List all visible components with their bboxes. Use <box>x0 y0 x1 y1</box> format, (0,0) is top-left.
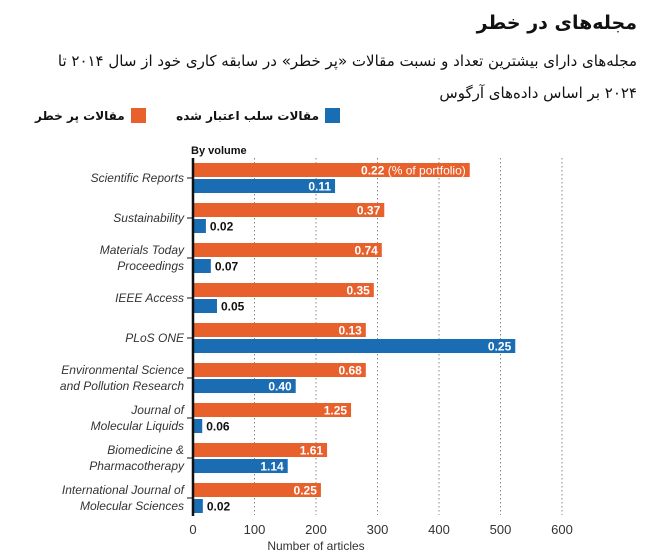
data-label-high-risk: 0.22 (% of portfolio) <box>361 164 466 178</box>
data-label-high-risk: 0.68 <box>338 364 362 378</box>
bar-retracted <box>193 219 206 233</box>
data-label-high-risk: 0.35 <box>346 284 370 298</box>
bar-high-risk <box>193 363 366 377</box>
legend-swatch-orange <box>130 108 146 123</box>
legend-high-risk: مقالات پر خطر <box>35 108 146 123</box>
x-tick-label: 300 <box>367 522 389 537</box>
bar-retracted <box>193 379 296 393</box>
bar-retracted <box>193 459 288 473</box>
data-label-high-risk: 1.25 <box>324 404 348 418</box>
bar-retracted <box>193 419 203 433</box>
x-axis-title: Number of articles <box>267 539 364 553</box>
category-label: Proceedings <box>117 259 184 273</box>
x-tick-label: 600 <box>551 522 573 537</box>
legend-label-retracted: مقالات سلب اعتبار شده <box>176 108 319 123</box>
subtitle-line-2: ۲۰۲۴ بر اساس داده‌های آرگوس <box>439 84 637 102</box>
x-tick-label: 500 <box>490 522 512 537</box>
bar-high-risk <box>193 203 385 217</box>
bar-high-risk <box>193 443 328 457</box>
subtitle-line-1: مجله‌های دارای بیشترین تعداد و نسبت مقال… <box>57 52 637 70</box>
bar-high-risk <box>193 483 321 497</box>
legend-retracted: مقالات سلب اعتبار شده <box>176 108 340 123</box>
category-label: Materials Today <box>100 243 185 257</box>
data-label-high-risk: 0.13 <box>338 324 362 338</box>
bar-retracted <box>193 499 203 513</box>
x-tick-label: 400 <box>428 522 450 537</box>
category-label: Molecular Liquids <box>91 419 184 433</box>
x-tick-label: 200 <box>305 522 327 537</box>
data-label-retracted: 0.06 <box>206 420 230 434</box>
bar-high-risk <box>193 163 470 177</box>
bar-retracted <box>193 179 336 193</box>
data-label-high-risk: 0.74 <box>354 244 378 258</box>
bar-high-risk <box>193 243 382 257</box>
category-label: Biomedicine & <box>107 443 184 457</box>
bar-retracted <box>193 339 516 353</box>
bar-high-risk <box>193 403 352 417</box>
bar-high-risk <box>193 283 374 297</box>
data-label-high-risk: 1.61 <box>300 444 324 458</box>
category-label: International Journal of <box>62 483 186 497</box>
x-tick-label: 0 <box>189 522 196 537</box>
category-label: and Pollution Research <box>60 379 184 393</box>
x-tick-label: 100 <box>244 522 266 537</box>
data-label-high-risk: 0.37 <box>357 204 381 218</box>
chart-title: مجله‌های در خطر <box>476 12 637 34</box>
data-label-retracted: 0.07 <box>215 260 239 274</box>
data-label-retracted: 0.05 <box>221 300 245 314</box>
category-label: Molecular Sciences <box>80 499 184 513</box>
data-label-retracted: 0.11 <box>308 180 331 194</box>
bar-retracted <box>193 259 211 273</box>
legend-label-high-risk: مقالات پر خطر <box>35 108 125 123</box>
category-label: Journal of <box>130 403 185 417</box>
data-label-retracted: 0.02 <box>210 220 234 234</box>
category-label: Scientific Reports <box>91 171 184 185</box>
category-label: Environmental Science <box>61 363 184 377</box>
category-label: Sustainability <box>113 211 185 225</box>
data-label-retracted: 0.02 <box>207 500 231 514</box>
category-label: Pharmacotherapy <box>89 459 185 473</box>
bar-retracted <box>193 299 217 313</box>
category-label: IEEE Access <box>115 291 184 305</box>
data-label-retracted: 0.40 <box>268 380 292 394</box>
bar-high-risk <box>193 323 366 337</box>
data-label-high-risk: 0.25 <box>294 484 318 498</box>
data-label-retracted: 0.25 <box>488 340 512 354</box>
chart-subtitle: By volume <box>191 145 247 157</box>
legend-swatch-blue <box>325 108 340 123</box>
category-label: PLoS ONE <box>125 331 185 345</box>
data-label-retracted: 1.14 <box>260 460 284 474</box>
